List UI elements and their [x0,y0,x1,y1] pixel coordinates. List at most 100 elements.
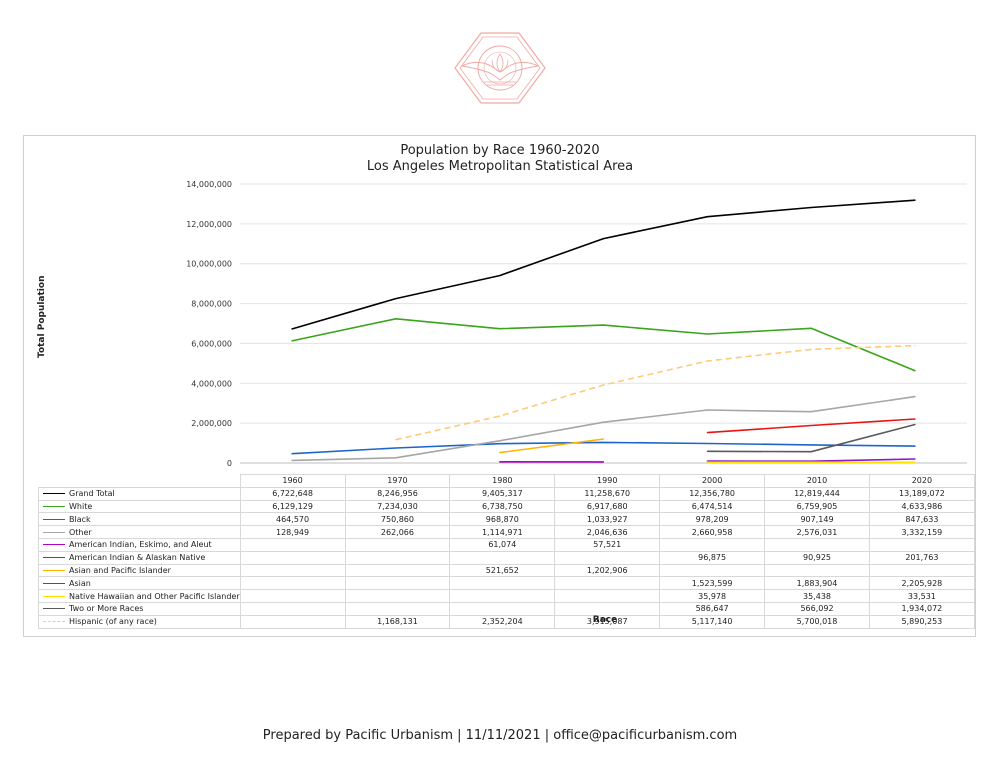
data-point [602,421,605,423]
data-label [764,537,870,552]
data-label: 1,523,599 [659,576,766,591]
series-name: Native Hawaiian and Other Pacific Island… [69,591,240,601]
data-point [291,328,293,330]
legend-entry: Hispanic (of any race) [38,614,241,629]
data-point [395,457,397,459]
series-name: Asian [69,578,91,588]
legend-key [43,518,65,520]
y-tick-label: 2,000,000 [191,419,232,428]
data-point [706,450,708,452]
y-tick-label: 8,000,000 [191,300,232,309]
table-row: Grand Total 6,722,648 8,246,956 9,405,317 11… [38,486,975,501]
data-point [602,438,605,440]
data-point [291,340,293,342]
data-label [344,576,451,591]
data-label: 5,700,018 [764,614,870,629]
footer-text: Prepared by Pacific Urbanism | 11/11/202… [262,728,738,743]
x-axis-label: Race [592,615,618,625]
data-label [239,563,346,578]
data-point [706,432,708,434]
data-label: 1,033,927 [554,512,661,527]
data-point [706,333,708,335]
data-point [914,199,916,201]
data-point [602,461,605,463]
data-label: 566,092 [764,601,870,616]
data-label: 90,925 [764,550,870,565]
x-tick-label: 2010 [764,474,870,488]
data-point [499,415,501,417]
data-point [810,348,812,351]
data-label: 35,438 [764,589,870,603]
data-label [554,550,661,565]
data-label: 2,352,204 [449,614,556,629]
data-point [499,440,501,442]
legend-key [43,608,65,610]
data-table: 1960 1970 1980 1990 2000 2010 2020 Grand Total… [38,474,975,629]
data-label [344,550,451,565]
table-row: Black 464,570 750,860 968,870 1,033,927 978,2… [38,512,975,527]
data-point [499,452,501,454]
data-point [499,443,501,445]
data-label: 6,129,129 [239,499,346,514]
series-name: Asian and Pacific Islander [69,565,171,575]
data-label [239,550,346,565]
y-tick-label: 4,000,000 [191,379,232,388]
data-point [395,318,397,320]
data-label [554,589,661,603]
data-label [239,589,346,603]
data-point [291,459,293,462]
data-label: 33,531 [868,589,975,603]
data-label: 1,202,906 [554,563,661,578]
data-label: 35,978 [659,589,766,603]
data-label: 61,074 [449,537,556,552]
data-label [554,576,661,591]
series-name: White [69,501,93,511]
table-row: Hispanic (of any race) 1,168,131 2,352,204… [38,614,975,629]
data-label: 6,722,648 [239,486,346,501]
data-point [810,411,812,413]
data-label [344,563,451,578]
data-label: 7,234,030 [344,499,451,514]
legend-entry: White [38,499,241,514]
data-label [868,563,975,578]
data-label: 907,149 [764,512,870,527]
data-point [706,409,708,411]
data-point [914,345,916,347]
data-label: 1,114,971 [449,525,556,539]
data-point [914,445,916,447]
legend-key [43,557,65,559]
series-name: Grand Total [69,489,115,499]
y-tick-label: 14,000,000 [186,180,232,189]
data-label [764,563,870,578]
chart-frame [23,135,976,637]
series-name: Two or More Races [69,604,144,614]
data-point [706,216,708,218]
data-label [344,601,451,616]
table-row: American Indian & Alaskan Native 96,875 90… [38,550,975,565]
data-label [449,576,556,591]
data-label: 521,652 [449,563,556,578]
data-label [344,589,451,603]
data-label: 12,819,444 [764,486,870,501]
data-point [914,458,916,460]
data-label: 5,890,253 [868,614,975,629]
data-point [810,460,812,462]
series-line [291,199,916,330]
series-line [707,423,916,453]
data-point [810,444,812,446]
data-label: 978,209 [659,512,766,527]
data-point [602,384,605,386]
data-label: 201,763 [868,550,975,565]
data-point [914,461,916,463]
legend-entry: Native Hawaiian and Other Pacific Island… [38,589,241,603]
legend-entry: Two or More Races [38,601,241,616]
data-point [706,461,708,463]
x-tick-label: 1970 [344,474,451,488]
series-line [291,441,916,455]
series-name: Other [69,527,92,537]
data-point [706,460,708,462]
data-label [344,537,451,552]
data-label: 968,870 [449,512,556,527]
legend-key [43,531,65,533]
data-point [602,324,605,326]
